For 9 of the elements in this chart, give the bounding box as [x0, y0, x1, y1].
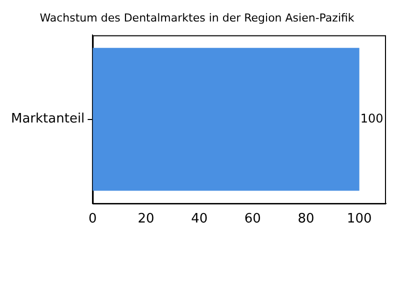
- x-tick-label: 100: [346, 212, 372, 227]
- x-tick-label: 80: [298, 212, 314, 227]
- x-tick-label: 0: [88, 212, 97, 227]
- x-tick-label: 20: [138, 212, 154, 227]
- x-tick-label: 60: [244, 212, 261, 227]
- chart-title: Wachstum des Dentalmarktes in der Region Asien-Pazifik: [40, 11, 355, 24]
- x-tick-label: 40: [191, 212, 208, 227]
- data-label: 100: [360, 111, 384, 126]
- y-tick-label: Marktanteil: [10, 112, 85, 127]
